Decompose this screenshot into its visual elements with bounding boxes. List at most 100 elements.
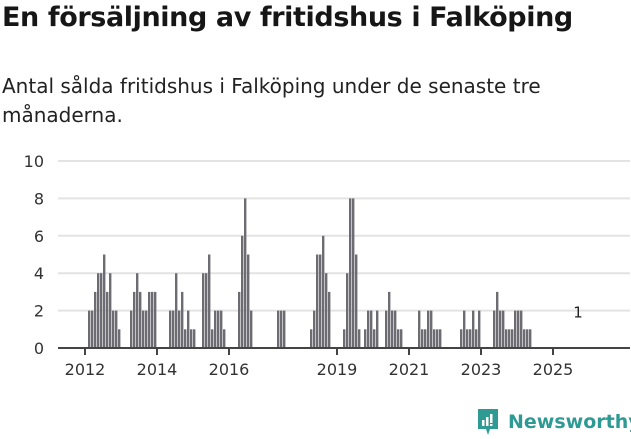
- bar[interactable]: [181, 291, 184, 348]
- bar[interactable]: [502, 310, 505, 348]
- bar[interactable]: [430, 310, 433, 348]
- bar[interactable]: [208, 254, 211, 349]
- bar[interactable]: [478, 310, 481, 348]
- bar[interactable]: [238, 291, 241, 348]
- bar[interactable]: [367, 310, 370, 348]
- bar[interactable]: [511, 329, 514, 348]
- bar[interactable]: [460, 329, 463, 348]
- bar[interactable]: [397, 329, 400, 348]
- bar[interactable]: [391, 310, 394, 348]
- bar[interactable]: [526, 329, 529, 348]
- bar[interactable]: [148, 291, 151, 348]
- bar[interactable]: [112, 310, 115, 348]
- bar[interactable]: [373, 329, 376, 348]
- bar[interactable]: [100, 273, 103, 348]
- bar[interactable]: [388, 291, 391, 348]
- bar[interactable]: [109, 273, 112, 348]
- bar[interactable]: [175, 273, 178, 348]
- bar[interactable]: [136, 273, 139, 348]
- bar[interactable]: [139, 291, 142, 348]
- bar[interactable]: [310, 329, 313, 348]
- bar[interactable]: [91, 310, 94, 348]
- bar[interactable]: [433, 329, 436, 348]
- bar[interactable]: [130, 310, 133, 348]
- bar[interactable]: [115, 310, 118, 348]
- bar[interactable]: [214, 310, 217, 348]
- bar[interactable]: [169, 310, 172, 348]
- bar[interactable]: [193, 329, 196, 348]
- bar[interactable]: [223, 329, 226, 348]
- newsworthy-logo-icon: [478, 409, 498, 435]
- bar[interactable]: [178, 310, 181, 348]
- bar[interactable]: [241, 235, 244, 348]
- bar[interactable]: [205, 273, 208, 348]
- bar[interactable]: [145, 310, 148, 348]
- bar[interactable]: [217, 310, 220, 348]
- bar[interactable]: [280, 310, 283, 348]
- bar[interactable]: [250, 310, 253, 348]
- bar[interactable]: [277, 310, 280, 348]
- bar[interactable]: [343, 329, 346, 348]
- bar[interactable]: [190, 329, 193, 348]
- bar[interactable]: [424, 329, 427, 348]
- bar[interactable]: [418, 310, 421, 348]
- bar[interactable]: [475, 329, 478, 348]
- bar[interactable]: [325, 273, 328, 348]
- bar[interactable]: [202, 273, 205, 348]
- bar[interactable]: [499, 310, 502, 348]
- bar[interactable]: [133, 291, 136, 348]
- bar[interactable]: [346, 273, 349, 348]
- bar[interactable]: [142, 310, 145, 348]
- bar[interactable]: [421, 329, 424, 348]
- bar[interactable]: [154, 291, 157, 348]
- bar[interactable]: [244, 198, 247, 348]
- bar[interactable]: [211, 329, 214, 348]
- brand-logo[interactable]: Newsworthy: [476, 407, 631, 437]
- bar[interactable]: [463, 310, 466, 348]
- bar[interactable]: [247, 254, 250, 349]
- bar[interactable]: [94, 291, 97, 348]
- bar[interactable]: [220, 310, 223, 348]
- bar[interactable]: [370, 310, 373, 348]
- bar[interactable]: [358, 329, 361, 348]
- bar[interactable]: [508, 329, 511, 348]
- bar[interactable]: [172, 310, 175, 348]
- bar[interactable]: [520, 310, 523, 348]
- bar[interactable]: [436, 329, 439, 348]
- bar[interactable]: [283, 310, 286, 348]
- bar[interactable]: [385, 310, 388, 348]
- bar[interactable]: [514, 310, 517, 348]
- bar[interactable]: [523, 329, 526, 348]
- bar[interactable]: [184, 329, 187, 348]
- bar[interactable]: [400, 329, 403, 348]
- bar[interactable]: [352, 198, 355, 348]
- bar[interactable]: [505, 329, 508, 348]
- bar[interactable]: [187, 310, 190, 348]
- bar[interactable]: [427, 310, 430, 348]
- bar[interactable]: [376, 310, 379, 348]
- bar[interactable]: [517, 310, 520, 348]
- bar[interactable]: [151, 291, 154, 348]
- bar[interactable]: [118, 329, 121, 348]
- bar-chart: 0 2 4 6 8 10 2012 2014 2016 2019 2021 2023 2025 1: [0, 145, 631, 390]
- bar[interactable]: [88, 310, 91, 348]
- bar[interactable]: [103, 254, 106, 349]
- bar[interactable]: [394, 310, 397, 348]
- bar[interactable]: [322, 235, 325, 348]
- bar[interactable]: [349, 198, 352, 348]
- bar[interactable]: [496, 291, 499, 348]
- bar[interactable]: [364, 329, 367, 348]
- bar[interactable]: [319, 254, 322, 349]
- bar[interactable]: [493, 310, 496, 348]
- bar[interactable]: [439, 329, 442, 348]
- bar[interactable]: [313, 310, 316, 348]
- bar[interactable]: [529, 329, 532, 348]
- bar[interactable]: [106, 291, 109, 348]
- bar[interactable]: [472, 310, 475, 348]
- bar[interactable]: [466, 329, 469, 348]
- bar[interactable]: [328, 291, 331, 348]
- bar[interactable]: [355, 254, 358, 349]
- bar[interactable]: [316, 254, 319, 349]
- bar[interactable]: [469, 329, 472, 348]
- bar[interactable]: [97, 273, 100, 348]
